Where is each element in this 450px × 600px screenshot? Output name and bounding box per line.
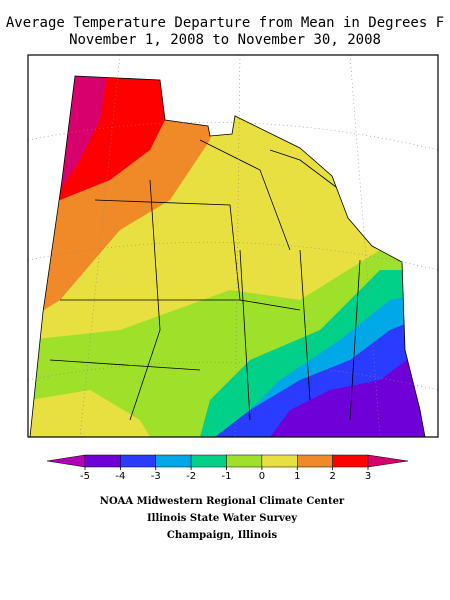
colorbar-tick-label: -5 bbox=[80, 471, 90, 482]
colorbar-bin bbox=[84, 454, 121, 468]
colorbar: -5 -4 -3 -2 -1 0 1 2 3 bbox=[46, 454, 409, 482]
colorbar-bin bbox=[120, 454, 156, 468]
colorbar-tick-label: 3 bbox=[365, 471, 371, 482]
colorbar-tick-label: -4 bbox=[115, 471, 125, 482]
colorbar-bin bbox=[261, 454, 298, 468]
map bbox=[27, 54, 439, 438]
colorbar-tick-label: -2 bbox=[186, 471, 196, 482]
colorbar-bin bbox=[332, 454, 369, 468]
colorbar-tick-label: 1 bbox=[294, 471, 300, 482]
colorbar-bin bbox=[155, 454, 192, 468]
credit-line: Illinois State Water Survey bbox=[147, 513, 298, 524]
credit-line: NOAA Midwestern Regional Climate Center bbox=[100, 496, 345, 507]
colorbar-bin bbox=[226, 454, 263, 468]
colorbar-low-end bbox=[46, 454, 86, 468]
colorbar-tick-label: -3 bbox=[151, 471, 161, 482]
colorbar-high-end bbox=[367, 454, 409, 468]
colorbar-bin bbox=[297, 454, 333, 468]
colorbar-tick-label: 0 bbox=[259, 471, 265, 482]
credit-line: Champaign, Illinois bbox=[167, 530, 278, 541]
title-line: November 1, 2008 to November 30, 2008 bbox=[69, 32, 381, 48]
colorbar-bin bbox=[190, 454, 227, 468]
colorbar-tick-label: 2 bbox=[329, 471, 335, 482]
title-line: Average Temperature Departure from Mean … bbox=[6, 15, 444, 31]
colorbar-tick-label: -1 bbox=[222, 471, 232, 482]
